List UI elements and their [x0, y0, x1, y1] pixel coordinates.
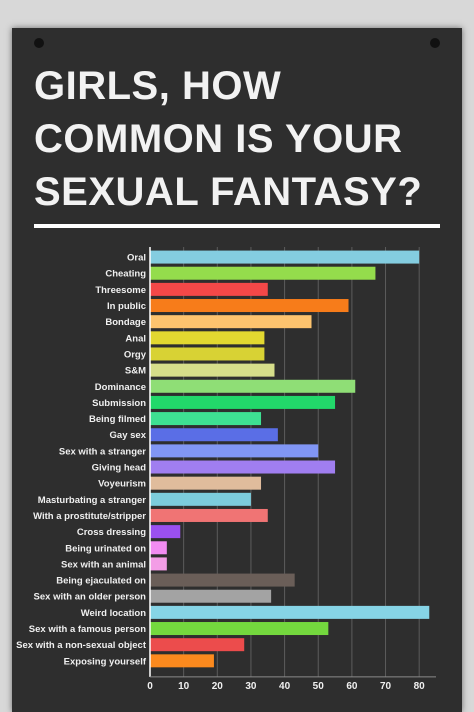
category-label: With a prostitute/stripper: [33, 511, 146, 522]
category-label: Gay sex: [110, 430, 147, 441]
bar: [150, 412, 262, 426]
x-tick-label: 40: [279, 681, 291, 692]
bar: [150, 508, 268, 522]
x-tick-label: 20: [212, 681, 224, 692]
category-label: In public: [107, 301, 146, 312]
category-label: Anal: [125, 333, 146, 344]
category-label: Masturbating a stranger: [38, 495, 147, 506]
bar: [150, 460, 336, 474]
bar: [150, 557, 167, 571]
bar: [150, 395, 336, 409]
bar: [150, 250, 420, 264]
x-tick-label: 80: [414, 681, 426, 692]
bar: [150, 605, 430, 619]
category-label: Cheating: [105, 269, 146, 280]
bar: [150, 492, 251, 506]
bar: [150, 315, 312, 329]
category-label: Cross dressing: [77, 527, 146, 538]
x-tick-label: 10: [178, 681, 190, 692]
category-label: Weird location: [81, 608, 146, 619]
bar: [150, 589, 272, 603]
bar: [150, 573, 295, 587]
bar: [150, 476, 262, 490]
bar: [150, 638, 245, 652]
x-tick-label: 0: [147, 681, 153, 692]
bar: [150, 282, 268, 296]
category-label: Oral: [127, 253, 146, 264]
bar: [150, 379, 356, 393]
bar: [150, 266, 376, 280]
category-label: Being urinated on: [65, 543, 146, 554]
bar: [150, 363, 275, 377]
category-label: Being filmed: [89, 414, 146, 425]
category-label: Being ejaculated on: [56, 576, 146, 587]
x-tick-label: 50: [313, 681, 325, 692]
category-label: Exposing yourself: [64, 656, 147, 667]
category-label: Voyeurism: [98, 479, 146, 490]
x-tick-label: 60: [346, 681, 358, 692]
pin-right: [430, 38, 440, 48]
pin-left: [34, 38, 44, 48]
bar: [150, 331, 265, 345]
category-label: S&M: [125, 366, 146, 377]
x-tick-label: 30: [245, 681, 257, 692]
bar: [150, 428, 278, 442]
bar: [150, 444, 319, 458]
category-label: Sex with an animal: [61, 559, 146, 570]
category-label: Bondage: [105, 317, 146, 328]
bar: [150, 299, 349, 313]
bar: [150, 654, 214, 668]
category-label: Threesome: [95, 285, 146, 296]
bar: [150, 347, 265, 361]
category-label: Dominance: [95, 382, 146, 393]
category-label: Sex with a stranger: [59, 446, 146, 457]
category-label: Giving head: [92, 463, 147, 474]
bar: [150, 622, 329, 636]
category-label: Submission: [92, 398, 146, 409]
category-label: Sex with a famous person: [29, 624, 146, 635]
bar: [150, 525, 181, 539]
category-label: Orgy: [124, 349, 147, 360]
category-label: Sex with a non-sexual object: [16, 640, 147, 651]
x-tick-label: 70: [380, 681, 392, 692]
chart-title: GIRLS, HOW COMMON IS YOUR SEXUAL FANTASY…: [34, 64, 423, 214]
bar: [150, 541, 167, 555]
title-divider: [34, 224, 440, 228]
category-label: Sex with an older person: [34, 592, 147, 603]
